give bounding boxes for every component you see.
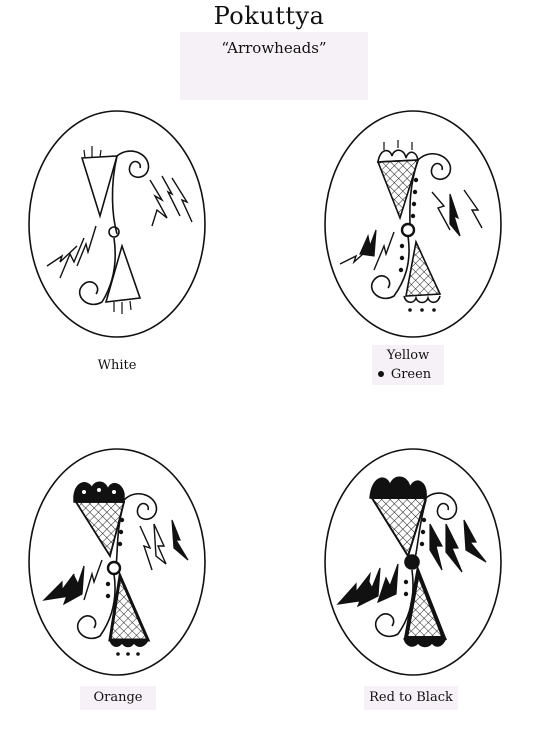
page-subtitle: “Arrowheads” — [221, 39, 327, 57]
egg-orange-label-box — [80, 686, 156, 710]
egg-white — [22, 106, 212, 342]
egg-orange-drawing — [28, 448, 206, 676]
egg-red-to-black-label: Red to Black — [369, 690, 453, 705]
egg-orange — [22, 444, 212, 680]
egg-yellow-green-label-box — [372, 345, 444, 385]
subtitle-box: “Arrowheads” — [180, 32, 368, 100]
egg-red-to-black-label-box — [364, 686, 458, 710]
egg-yellow-green — [318, 106, 508, 342]
egg-red-to-black — [318, 444, 508, 680]
egg-red-to-black-drawing — [324, 448, 502, 676]
egg-white-drawing — [28, 110, 206, 338]
egg-orange-label: Orange — [93, 690, 143, 705]
egg-yellow-green-drawing — [324, 110, 502, 338]
green-dot-icon — [378, 371, 384, 377]
egg-green-label: Green — [390, 367, 432, 382]
egg-white-label: White — [97, 358, 137, 373]
page-title: Pokuttya — [213, 2, 325, 30]
egg-yellow-label: Yellow — [386, 348, 430, 363]
